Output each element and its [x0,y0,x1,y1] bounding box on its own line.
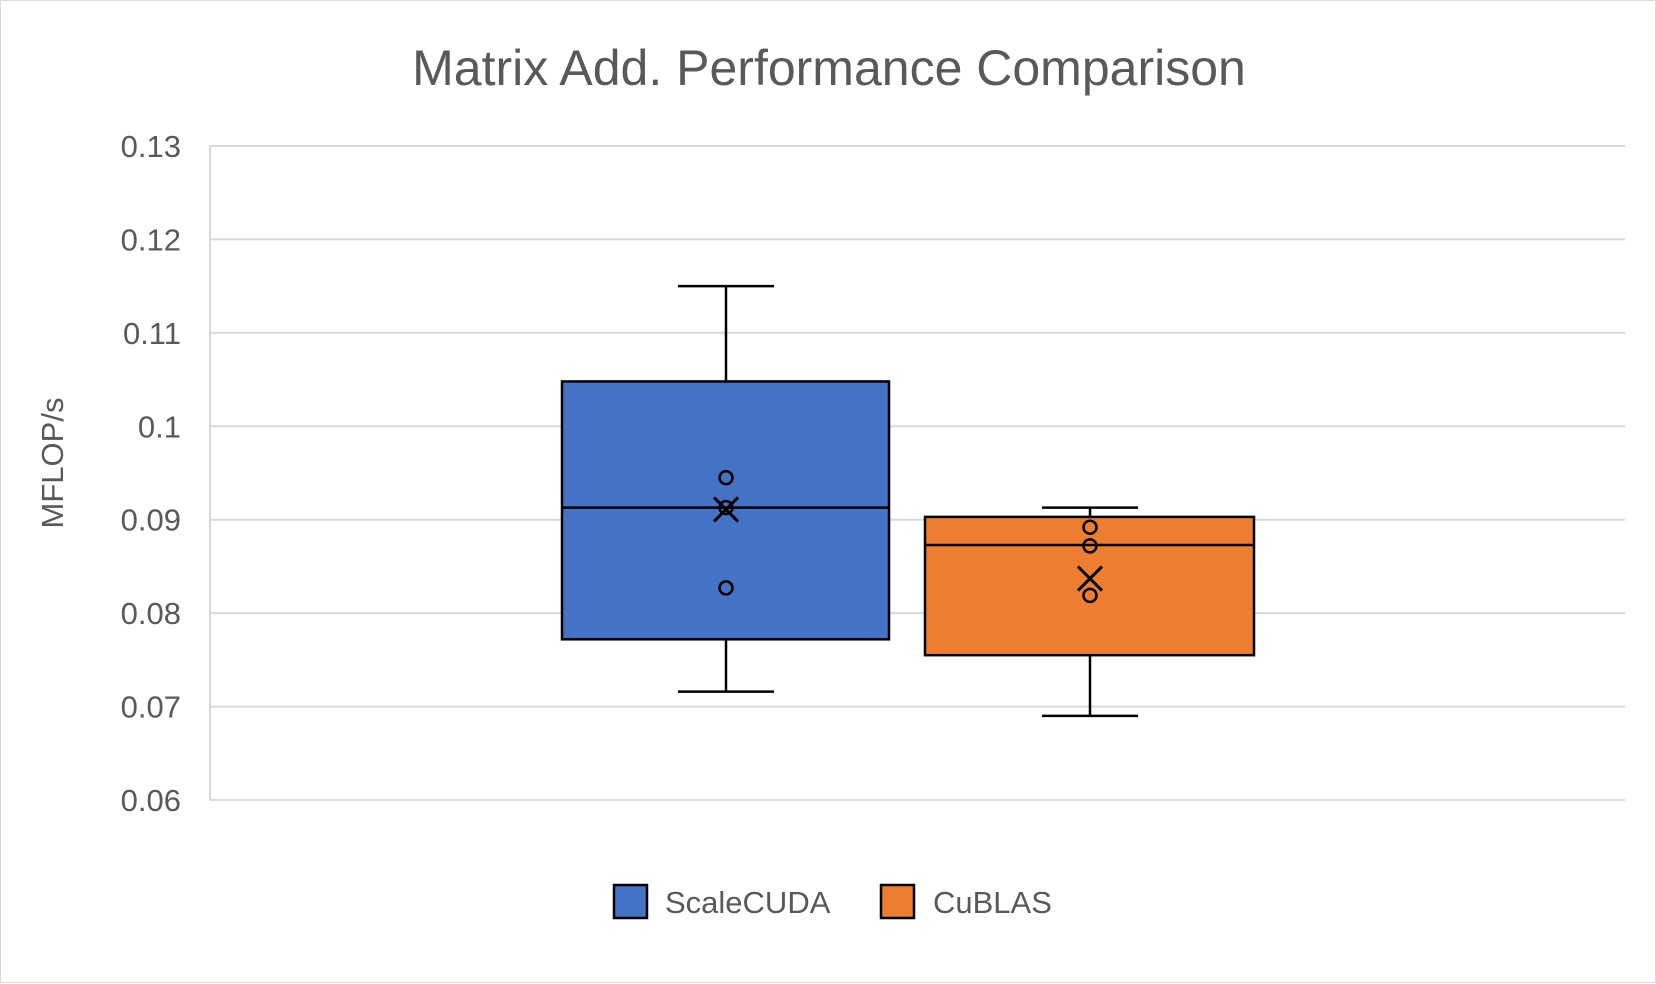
data-point [718,469,734,486]
mean-marker [712,496,740,523]
y-tick-label: 0.12 [121,222,181,257]
data-point [718,499,734,516]
legend: ScaleCUDA CuBLAS [612,883,1052,920]
legend-label-scalecuda: ScaleCUDA [665,885,831,920]
box-cublas [923,506,1256,718]
y-tick-label: 0.13 [121,129,181,164]
box-body [923,515,1256,657]
y-tick-label: 0.07 [121,690,181,725]
box-scalecuda [560,284,891,693]
y-axis-tick-labels: 0.06 0.07 0.08 0.09 0.1 0.11 0.12 0.13 [121,129,181,818]
mean-marker [1076,565,1104,592]
y-tick-label: 0.06 [121,783,181,818]
y-axis-label: MFLOP/s [35,398,70,529]
box-series [560,284,1256,718]
legend-swatch-scalecuda [612,883,649,920]
data-point [1082,587,1098,604]
gridlines [209,145,1625,801]
data-point [1082,538,1098,554]
data-point [718,580,734,596]
y-tick-label: 0.08 [121,596,181,631]
y-tick-label: 0.09 [121,503,181,538]
chart-title: Matrix Add. Performance Comparison [412,40,1246,96]
data-point [1082,519,1098,535]
legend-swatch-cublas [879,883,916,920]
y-tick-label: 0.1 [138,409,181,444]
y-tick-label: 0.11 [123,316,181,351]
legend-label-cublas: CuBLAS [933,885,1052,920]
